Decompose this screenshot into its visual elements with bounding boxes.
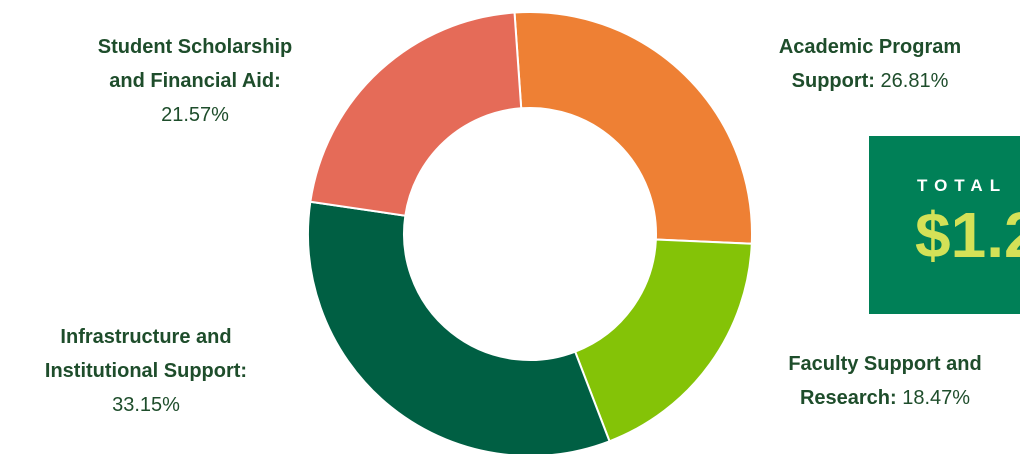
slice-name-line: Support: [791,70,875,92]
slice-value-label: 26.81% [880,70,949,92]
total-box: TOTAL $1.2 [869,136,1020,314]
slice-value-label: 33.15% [112,394,180,416]
slice-label-infrastructure: Infrastructure and Institutional Support… [0,320,296,422]
slice-label-faculty-support: Faculty Support and Research: 18.47% [735,347,1020,415]
slice-student-scholarship [309,11,523,217]
slice-academic-program [513,11,753,245]
slice-name-line: Research: [799,387,897,409]
slice-label-academic-program: Academic Program Support: 26.81% [720,30,1020,98]
total-label: TOTAL [917,176,1008,195]
slice-value-label: 21.57% [161,104,229,126]
slice-name-line: Student Scholarship [97,36,293,58]
slice-name-line: and Financial Aid: [109,70,281,92]
slice-faculty-support [573,238,753,443]
slice-label-student-scholarship: Student Scholarship and Financial Aid: 2… [30,30,360,132]
slice-name-line: Faculty Support and [788,353,982,375]
slice-name-line: Institutional Support: [44,360,248,382]
slice-name-line: Academic Program [778,36,962,58]
slice-value-label: 18.47% [902,387,971,409]
slice-infrastructure [307,200,611,454]
total-value: $1.2 [915,199,1020,271]
slice-name-line: Infrastructure and [60,326,232,348]
